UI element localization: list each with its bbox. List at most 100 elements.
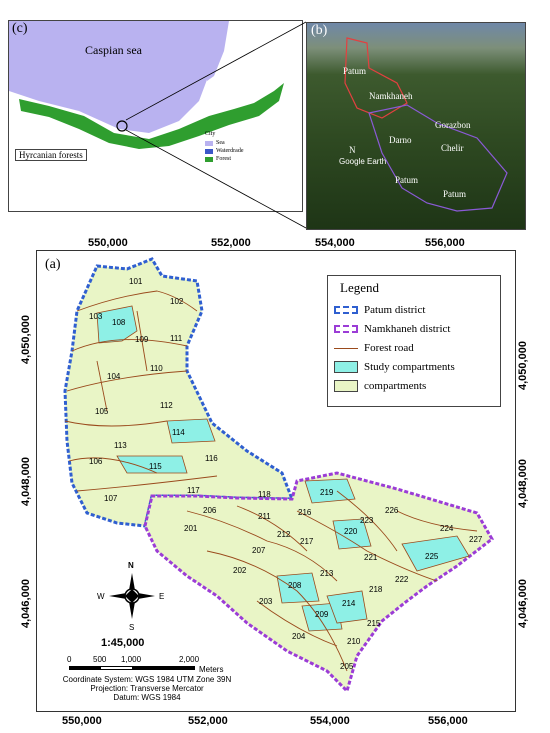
compartment-222: 222: [395, 575, 409, 584]
patum-swatch: [334, 306, 358, 314]
compass-w: W: [97, 592, 105, 601]
x-tick-bottom-2: 554,000: [310, 715, 350, 727]
study-compartment-108: [96, 305, 138, 344]
panel-c-regional-map: (c) Caspian sea Hyrcanian forests City S…: [8, 20, 303, 212]
caspian-sea-label: Caspian sea: [85, 43, 142, 57]
y-tick-right-1: 4,048,000: [517, 459, 529, 508]
study-compartment-225: [401, 535, 470, 572]
sat-label-chelir: Chelir: [441, 143, 464, 153]
study-swatch: [334, 361, 358, 373]
legend-title: Legend: [340, 280, 379, 295]
compartment-map-svg: 101 102 103 108 109 111 104 110 105 112 …: [63, 257, 494, 694]
compartment-212: 212: [277, 530, 291, 539]
compass-e: E: [159, 592, 165, 601]
study-compartment-220: [332, 518, 372, 550]
patum-outline: [368, 104, 508, 212]
sat-label-patum-3: Patum: [443, 189, 467, 199]
north-arrow-label: N: [349, 145, 356, 155]
compartment-211: 211: [258, 512, 271, 521]
namkhaneh-district-boundary: [143, 471, 494, 694]
compartment-220: 220: [344, 527, 358, 536]
sat-label-darno: Darno: [389, 135, 412, 145]
compartment-209: 209: [315, 610, 329, 619]
study-compartment-114: [166, 418, 216, 444]
compartment-102: 102: [170, 297, 184, 306]
sat-label-patum-2: Patum: [395, 175, 419, 185]
compartment-105: 105: [95, 407, 109, 416]
compartment-203: 203: [259, 597, 273, 606]
compartment-103: 103: [89, 312, 103, 321]
panel-a-district-map: 101 102 103 108 109 111 104 110 105 112 …: [36, 250, 516, 712]
compartment-227: 227: [469, 535, 483, 544]
sat-label-gorazbon: Gorazbon: [435, 120, 471, 130]
study-compartment-219: [304, 478, 356, 504]
sat-label-patum-1: Patum: [343, 66, 367, 76]
compartment-118: 118: [258, 490, 271, 499]
compartment-208: 208: [288, 581, 302, 590]
compartment-112: 112: [160, 401, 173, 410]
study-compartment-208: [276, 572, 320, 604]
comp-swatch: [334, 380, 358, 392]
panel-a-tag: (a): [45, 257, 61, 272]
legend-forest-label: Forest: [216, 156, 231, 162]
compartment-218: 218: [369, 585, 383, 594]
x-tick-bottom-0: 550,000: [62, 715, 102, 727]
legend-row-study: Study compartments: [334, 361, 455, 373]
y-tick-right-2: 4,046,000: [517, 579, 529, 628]
compartment-213: 213: [320, 569, 334, 578]
map-legend: Legend Patum district Namkhaneh district…: [327, 275, 501, 407]
legend-comp-label: compartments: [364, 380, 427, 392]
compartment-106: 106: [89, 457, 103, 466]
legend-patum-label: Patum district: [364, 304, 426, 316]
x-tick-bottom-3: 556,000: [428, 715, 468, 727]
y-tick-left-2: 4,046,000: [20, 579, 32, 628]
info-datum: Datum: WGS 1984: [113, 693, 181, 702]
road-swatch: [334, 347, 358, 349]
namkhaneh-swatch: [334, 325, 358, 333]
compartment-204: 204: [292, 632, 306, 641]
compass-n: N: [128, 561, 134, 570]
compartment-207: 207: [252, 546, 266, 555]
legend-row-road: Forest road: [334, 342, 414, 354]
scale-bar-line: [69, 666, 195, 670]
compartment-201: 201: [184, 524, 198, 533]
caspian-sea-east: [207, 21, 229, 81]
compartment-225: 225: [425, 552, 439, 561]
regional-map-svg: [9, 21, 284, 149]
compartment-113: 113: [114, 441, 127, 450]
sea-swatch: [205, 140, 213, 146]
compartment-114: 114: [172, 428, 185, 437]
scale-tick-2000: 2,000: [179, 655, 200, 664]
compartment-107: 107: [104, 494, 118, 503]
compartment-labels: 101 102 103 108 109 111 104 110 105 112 …: [89, 277, 483, 671]
forest-roads: [64, 290, 478, 672]
legend-row-patum: Patum district: [334, 304, 425, 316]
compartment-226: 226: [385, 506, 399, 515]
compartment-205: 205: [340, 662, 354, 671]
scale-tick-1000: 1,000: [121, 655, 142, 664]
scale-unit: Meters: [199, 665, 224, 674]
panel-b-satellite-image: (b) Patum Namkhaneh Gorazbon Darno Cheli…: [306, 22, 526, 230]
compartment-215: 215: [367, 619, 381, 628]
compartment-109: 109: [135, 335, 149, 344]
info-projection: Projection: Transverse Mercator: [90, 684, 204, 693]
y-tick-left-1: 4,048,000: [20, 457, 32, 506]
y-tick-left-0: 4,050,000: [20, 315, 32, 364]
compartment-206: 206: [203, 506, 217, 515]
info-coordinate-system: Coordinate System: WGS 1984 UTM Zone 39N: [62, 675, 232, 684]
projection-info: Coordinate System: WGS 1984 UTM Zone 39N…: [57, 675, 237, 702]
x-tick-top-1: 552,000: [211, 237, 251, 249]
y-tick-right-0: 4,050,000: [517, 341, 529, 390]
compartment-223: 223: [360, 516, 374, 525]
zoom-connector-lines: [125, 21, 307, 229]
compartment-115: 115: [149, 462, 162, 471]
legend-namkhaneh-label: Namkhaneh district: [364, 323, 451, 335]
compartment-216: 216: [298, 508, 312, 517]
scale-ratio: 1:45,000: [101, 637, 145, 649]
forest-swatch: [205, 156, 213, 162]
scale-tick-0: 0: [67, 655, 72, 664]
compartment-110: 110: [150, 364, 163, 373]
hyrcanian-forest-belt: [19, 83, 284, 149]
compartment-217: 217: [300, 537, 314, 546]
compartment-224: 224: [440, 524, 454, 533]
